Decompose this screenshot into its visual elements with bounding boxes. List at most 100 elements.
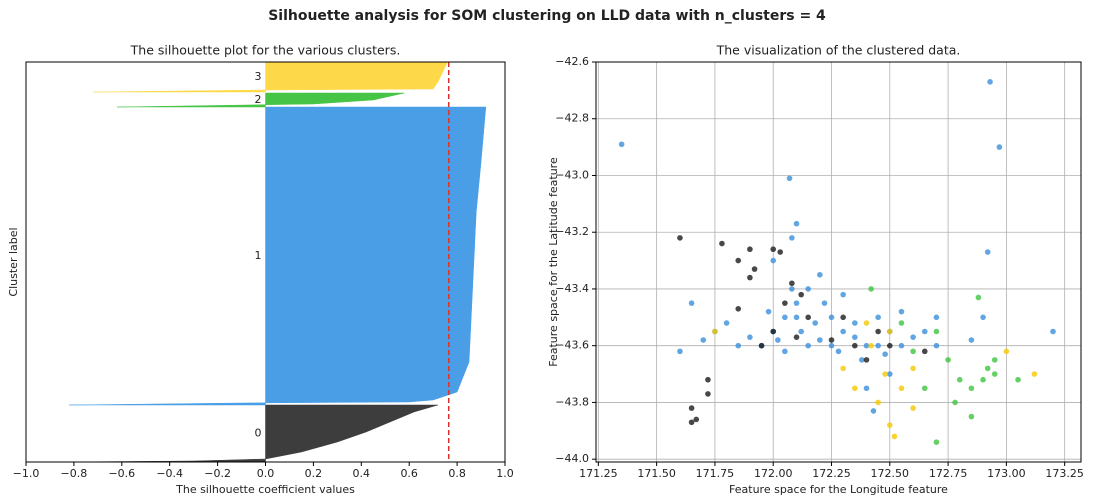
axes-frame bbox=[25, 61, 506, 463]
point bbox=[789, 286, 795, 292]
x-axis-label: Feature space for the Longitude feature bbox=[729, 483, 948, 496]
point bbox=[991, 357, 998, 363]
point bbox=[798, 291, 804, 298]
point bbox=[770, 246, 777, 253]
point bbox=[933, 342, 940, 349]
point bbox=[821, 300, 828, 306]
point bbox=[705, 391, 711, 397]
point bbox=[863, 320, 870, 326]
x-tick-label: 171.75 bbox=[696, 467, 735, 480]
point bbox=[910, 348, 916, 355]
point bbox=[882, 351, 888, 357]
point bbox=[910, 365, 916, 372]
point bbox=[735, 306, 742, 312]
point bbox=[782, 314, 788, 321]
cluster-label: 1 bbox=[255, 249, 262, 262]
x-tick-label: 172.75 bbox=[929, 467, 968, 480]
point bbox=[956, 376, 963, 383]
point bbox=[875, 328, 881, 335]
point bbox=[886, 328, 893, 335]
cluster-label: 3 bbox=[255, 70, 262, 83]
point bbox=[688, 300, 695, 306]
point bbox=[991, 371, 998, 377]
point bbox=[751, 266, 758, 272]
point bbox=[840, 365, 846, 372]
y-tick-label: −43.2 bbox=[555, 225, 589, 238]
x-tick-label: 171.50 bbox=[637, 467, 676, 480]
point bbox=[747, 274, 753, 281]
point bbox=[840, 291, 846, 298]
point bbox=[968, 337, 975, 343]
point bbox=[975, 294, 982, 301]
point bbox=[933, 328, 940, 335]
y-tick-label: −43.0 bbox=[555, 168, 589, 181]
x-tick-label: 0.2 bbox=[305, 467, 323, 480]
point bbox=[693, 416, 700, 423]
point bbox=[793, 314, 800, 321]
silhouette-area bbox=[69, 106, 487, 406]
point bbox=[688, 405, 695, 411]
x-tick-label: 171.25 bbox=[579, 467, 618, 480]
y-axis-label: Cluster label bbox=[7, 227, 20, 296]
point bbox=[980, 314, 986, 321]
point bbox=[805, 286, 811, 292]
point bbox=[968, 385, 975, 392]
point bbox=[933, 314, 940, 321]
point bbox=[921, 328, 928, 335]
y-tick-label: −43.4 bbox=[555, 282, 589, 295]
point bbox=[782, 300, 788, 306]
x-tick-label: 0.4 bbox=[353, 467, 371, 480]
point bbox=[782, 348, 788, 355]
point bbox=[921, 348, 928, 355]
point bbox=[875, 342, 881, 349]
point bbox=[863, 342, 870, 349]
point bbox=[798, 328, 804, 335]
point bbox=[868, 342, 874, 349]
point bbox=[910, 334, 916, 340]
point bbox=[805, 314, 811, 321]
point bbox=[968, 413, 975, 420]
point bbox=[933, 439, 940, 445]
x-tick-label: −0.8 bbox=[61, 467, 88, 480]
point bbox=[828, 314, 835, 321]
point bbox=[870, 408, 877, 414]
point bbox=[770, 328, 777, 335]
point bbox=[618, 141, 625, 148]
x-tick-label: −0.6 bbox=[108, 467, 135, 480]
point bbox=[984, 249, 991, 255]
y-tick-label: −44.0 bbox=[555, 452, 589, 465]
point bbox=[921, 385, 928, 392]
x-tick-label: 173.25 bbox=[1045, 467, 1084, 480]
point bbox=[770, 257, 777, 264]
point bbox=[1050, 328, 1056, 335]
point bbox=[863, 385, 870, 392]
point bbox=[996, 144, 1003, 150]
point bbox=[705, 376, 711, 383]
point bbox=[840, 328, 846, 335]
y-tick-label: −43.6 bbox=[555, 339, 589, 352]
point bbox=[1003, 348, 1010, 355]
point bbox=[863, 357, 870, 363]
point bbox=[859, 357, 865, 363]
point bbox=[840, 314, 846, 321]
y-tick-label: −42.6 bbox=[555, 55, 589, 68]
point bbox=[793, 334, 800, 340]
point bbox=[723, 320, 730, 326]
x-tick-label: −0.2 bbox=[204, 467, 231, 480]
axes-frame bbox=[595, 61, 1082, 463]
point bbox=[735, 342, 742, 349]
x-axis-label: The silhouette coefficient values bbox=[175, 483, 355, 496]
point bbox=[712, 328, 718, 335]
point bbox=[793, 300, 800, 306]
point bbox=[984, 365, 991, 372]
point bbox=[719, 240, 725, 247]
x-tick-label: 1.0 bbox=[496, 467, 514, 480]
point bbox=[852, 385, 858, 392]
point bbox=[1015, 376, 1021, 383]
point bbox=[817, 271, 823, 278]
point bbox=[886, 371, 893, 377]
axes-title: The visualization of the clustered data. bbox=[716, 43, 961, 58]
silhouette-area bbox=[93, 61, 448, 93]
point bbox=[765, 308, 772, 315]
